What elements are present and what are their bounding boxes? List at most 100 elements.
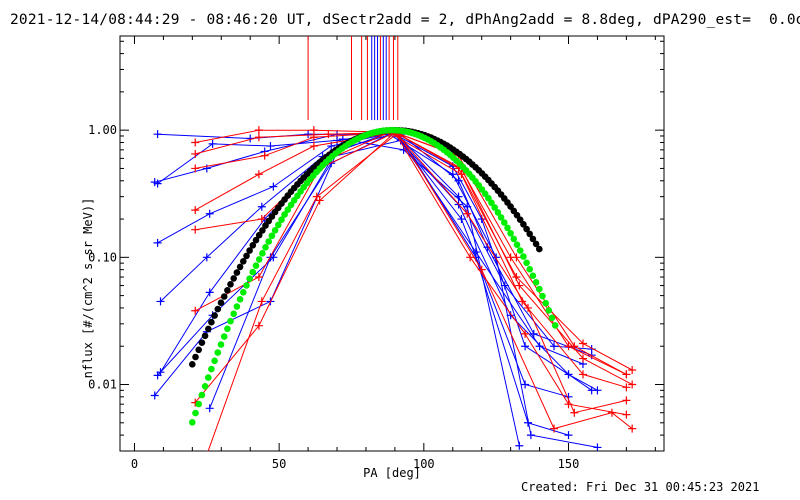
fit-curves <box>189 126 559 426</box>
fit-dot <box>510 235 518 243</box>
fit-dot <box>287 201 295 209</box>
fit-dot <box>214 305 222 313</box>
series-marker-plus <box>628 380 637 389</box>
fit-dot <box>494 209 502 216</box>
series-marker-plus <box>202 253 211 262</box>
series-marker-plus <box>191 149 200 158</box>
series-marker-plus <box>206 450 208 451</box>
fit-dot <box>255 231 263 239</box>
series-marker-plus <box>578 354 587 363</box>
series-marker-plus <box>535 342 544 351</box>
series-marker-plus <box>593 386 602 395</box>
series-marker-plus <box>191 164 200 173</box>
fit-dot <box>233 269 241 276</box>
fit-dot <box>488 199 495 207</box>
series-line <box>160 131 598 391</box>
series-marker-plus <box>312 192 321 201</box>
fit-dot <box>504 224 511 232</box>
fit-dot <box>255 256 263 263</box>
fit-dot <box>516 216 524 223</box>
series-marker-plus <box>564 431 573 440</box>
fit-dot <box>205 325 212 333</box>
series-marker-plus <box>550 342 559 351</box>
series-marker-plus <box>607 408 616 417</box>
fit-dot <box>243 282 250 289</box>
series-marker-plus <box>254 126 263 135</box>
fit-dot <box>539 292 546 300</box>
x-tick-label: 150 <box>558 457 580 471</box>
series-marker-plus <box>191 138 200 147</box>
fit-dot <box>523 259 530 267</box>
series-marker-plus <box>512 253 521 262</box>
series-line <box>195 131 633 371</box>
fit-dot <box>240 258 247 265</box>
fit-dot <box>516 247 524 254</box>
series-marker-plus <box>521 380 530 389</box>
series-marker-plus <box>622 370 631 379</box>
fit-dot <box>497 214 505 221</box>
fit-dot <box>281 211 288 218</box>
series-line <box>195 131 627 375</box>
fit-dot <box>501 219 508 226</box>
series-line <box>209 133 598 448</box>
fit-dot <box>208 365 215 373</box>
fit-dot <box>491 204 499 211</box>
fit-dot <box>224 287 231 294</box>
fit-dot <box>243 252 250 260</box>
y-tick-label: 0.01 <box>88 378 117 392</box>
series-marker-plus <box>526 431 535 440</box>
fit-dot <box>230 310 237 318</box>
fit-dot <box>211 312 218 319</box>
series-marker-plus <box>628 366 637 375</box>
series-line <box>157 131 592 350</box>
fit-dot <box>211 357 218 365</box>
fit-dot <box>198 339 206 347</box>
fit-dot <box>192 409 199 417</box>
x-tick-label: 0 <box>131 457 138 471</box>
fit-dot <box>249 268 257 276</box>
series-marker-plus <box>191 206 200 215</box>
series-line <box>194 131 627 414</box>
series-marker-plus <box>191 225 200 234</box>
fit-dot <box>205 374 212 381</box>
y-tick-label: 1.00 <box>88 123 117 137</box>
fit-dot <box>227 281 234 288</box>
series-marker-plus <box>622 396 631 405</box>
fit-dot <box>529 272 537 280</box>
fit-dot <box>189 419 196 426</box>
series-marker-plus <box>254 321 263 330</box>
fit-dot <box>529 235 537 243</box>
series-marker-plus <box>622 410 631 419</box>
series-line <box>207 132 633 451</box>
fit-dot <box>284 206 292 213</box>
series-marker-plus <box>205 209 214 218</box>
fit-dot <box>262 222 269 229</box>
series-marker-plus <box>208 139 217 148</box>
series-marker-plus <box>463 209 472 218</box>
fit-dot <box>278 216 285 223</box>
series-marker-plus <box>205 288 214 297</box>
fit-dot <box>252 236 260 244</box>
series-marker-plus <box>257 202 266 211</box>
series-marker-plus <box>150 391 159 400</box>
fit-dot <box>220 333 228 340</box>
fit-dot <box>195 346 202 354</box>
series-marker-plus <box>457 215 466 224</box>
fit-dot <box>523 225 530 233</box>
fit-dot <box>217 299 225 307</box>
fit-dot <box>526 230 533 238</box>
fit-dot <box>189 361 196 368</box>
fit-dot <box>224 325 231 333</box>
series-marker-plus <box>254 170 263 179</box>
series-line <box>160 139 569 398</box>
fit-dot <box>192 353 199 361</box>
fit-dot <box>246 247 253 254</box>
fit-dot <box>520 221 527 228</box>
series-marker-plus <box>309 142 318 151</box>
fit-dot <box>220 293 228 300</box>
series-marker-plus <box>466 253 475 262</box>
series-marker-plus <box>153 179 162 188</box>
x-tick-label: 50 <box>272 457 286 471</box>
series-marker-plus <box>521 342 530 351</box>
fit-dot <box>236 263 244 271</box>
